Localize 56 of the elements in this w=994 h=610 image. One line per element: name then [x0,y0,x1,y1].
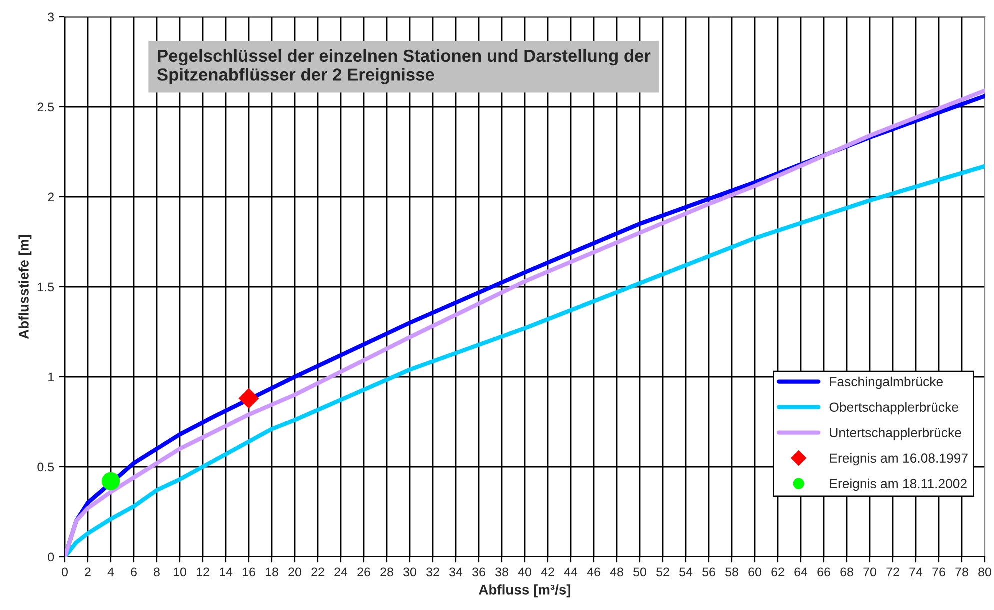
x-tick-label: 22 [312,568,324,576]
x-tick-label: 80 [978,568,992,577]
x-tick-label: 76 [932,568,946,577]
x-tick-label: 54 [680,568,693,577]
x-tick-label: 6 [131,568,137,577]
x-axis-title: Abfluss [m³/s] [479,584,571,598]
x-tick-label: 8 [154,568,160,577]
x-tick-label: 44 [564,568,578,576]
x-tick-label: 64 [794,568,808,577]
y-tick-label: 2.5 [38,102,54,112]
y-tick-label: 2 [48,192,54,202]
legend-label: Faschingalmbrücke [830,376,943,390]
y-tick-label: 3 [48,12,54,22]
x-tick-label: 52 [656,568,670,577]
text: Pegelschlüssel der einzelnen Stationen und Darstellung der Spitzenabflüsser der 2 Ereignisse [158,49,651,84]
x-tick-label: 66 [818,568,830,577]
x-tick-label: 24 [334,568,348,576]
x-tick-label: 34 [450,568,463,577]
x-tick-label: 38 [496,568,508,577]
x-tick-label: 56 [702,568,716,577]
x-tick-label: 18 [266,568,278,577]
y-tick-label: 1 [48,372,54,382]
x-tick-label: 16 [243,568,256,577]
legend-label: Obertschapplerbrücke [830,402,958,415]
x-tick-label: 30 [404,568,416,577]
x-tick-label: 48 [610,568,624,577]
x-tick-label: 40 [518,568,532,577]
legend-label: Ereignis am 16.08.1997 [830,453,968,466]
x-tick-label: 78 [956,568,968,577]
x-tick-label: 32 [426,568,440,577]
x-tick-label: 74 [910,568,923,576]
x-tick-label: 42 [541,568,554,576]
legend-label: Untertschapplerbrücke [830,428,962,440]
x-tick-label: 60 [748,568,762,577]
x-tick-label: 20 [288,568,302,577]
x-tick-label: 70 [864,568,876,577]
x-tick-label: 72 [886,568,900,576]
x-tick-label: 10 [174,568,186,577]
x-tick-label: 14 [220,568,233,576]
x-tick-label: 26 [358,568,370,577]
x-tick-label: 68 [840,568,854,577]
x-tick-label: 36 [472,568,486,577]
y-tick-label: 0.5 [38,462,54,472]
x-tick-label: 0 [62,568,68,577]
x-tick-label: 12 [197,568,210,576]
y-tick-label: 1.5 [38,282,54,292]
x-tick-label: 62 [772,568,784,577]
x-tick-label: 2 [85,568,91,576]
x-tick-label: 46 [587,568,600,577]
x-tick-label: 4 [108,568,114,576]
y-tick-label: 0 [48,552,54,562]
x-tick-label: 58 [726,568,738,577]
y-axis-title: Abflusstiefe [m] [18,235,32,340]
x-tick-label: 50 [634,568,646,577]
x-tick-label: 28 [380,568,394,577]
legend-label: Ereignis am 18.11.2002 [830,478,967,492]
